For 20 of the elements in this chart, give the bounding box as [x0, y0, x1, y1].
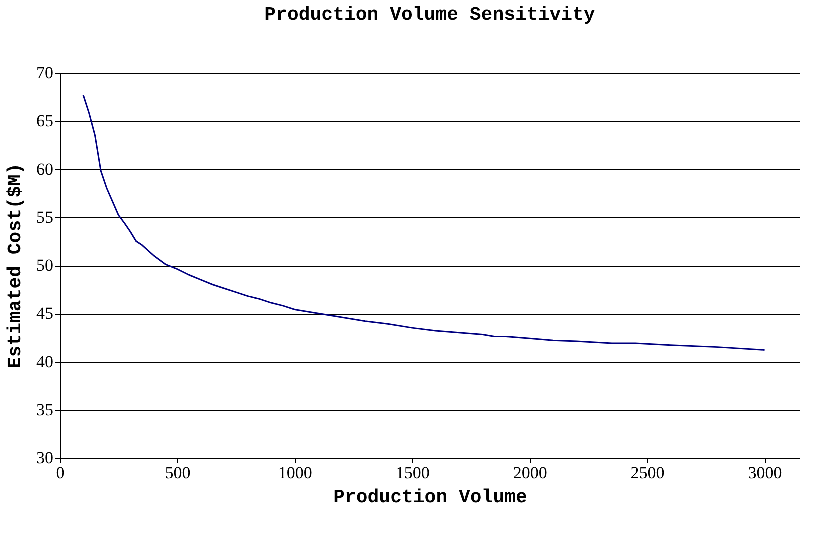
y-tick-label: 45: [36, 304, 54, 324]
y-tick-label: 65: [36, 112, 54, 131]
x-tick-label: 2500: [630, 464, 665, 482]
x-tick-label: 1500: [396, 464, 430, 482]
x-tick-label: 500: [165, 464, 191, 482]
x-tick-label: 1000: [278, 464, 312, 482]
y-tick-label: 55: [36, 208, 54, 227]
line-series: [82, 94, 766, 351]
chart-title: Production Volume Sensitivity: [264, 4, 596, 26]
y-tick-label: 35: [36, 400, 54, 420]
x-tick-label: 0: [56, 464, 65, 482]
y-tick-label: 30: [36, 448, 54, 468]
y-tick-label: 50: [36, 256, 54, 275]
x-axis-title: Production Volume: [334, 486, 528, 508]
y-tick-label: 40: [36, 352, 54, 372]
x-tick-label: 3000: [748, 464, 782, 482]
y-axis-title: Estimated Cost($M): [4, 163, 26, 369]
y-tick-label: 60: [36, 160, 54, 179]
x-tick-label: 2000: [513, 464, 548, 482]
y-tick-label: 70: [36, 64, 54, 82]
